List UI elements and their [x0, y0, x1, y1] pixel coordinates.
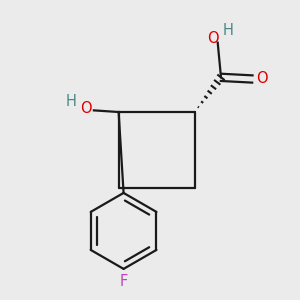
Text: O: O — [256, 71, 267, 86]
Text: H: H — [222, 22, 233, 38]
Text: O: O — [80, 101, 92, 116]
Text: F: F — [119, 274, 128, 289]
Text: O: O — [207, 31, 219, 46]
Text: H: H — [66, 94, 77, 109]
